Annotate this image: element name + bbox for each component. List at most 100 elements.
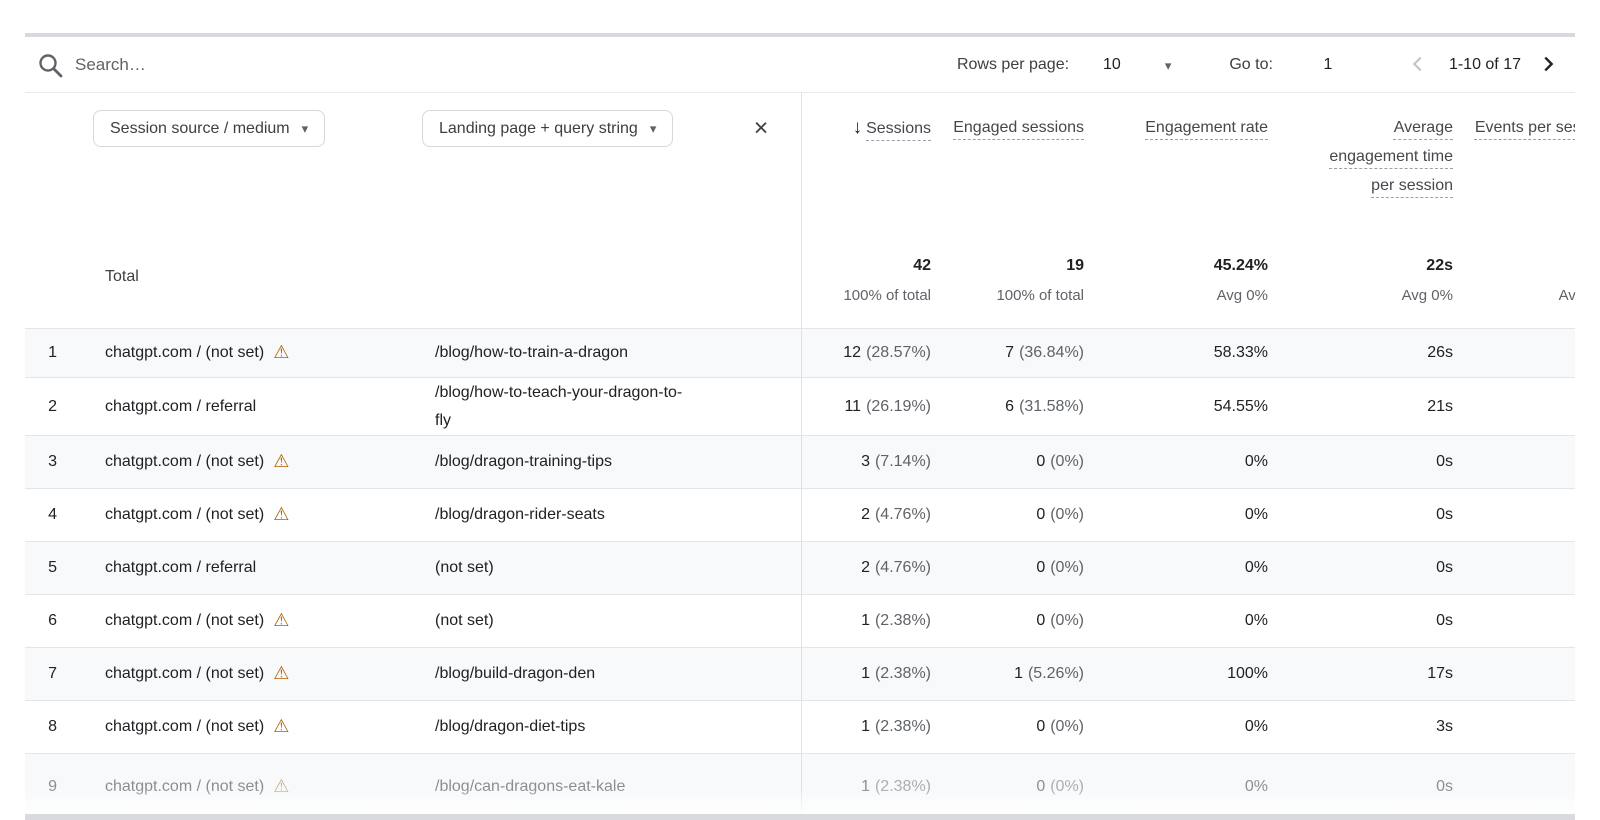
total-subtext: Avg 0% (1558, 287, 1575, 304)
session-source-value: chatgpt.com / (not set) (105, 778, 265, 795)
rows-per-page-caret-icon[interactable]: ▾ (1164, 57, 1172, 73)
landing-page-value: /blog/dragon-training-tips (435, 453, 612, 470)
session-source-value: chatgpt.com / (not set) (105, 453, 265, 470)
column-label: Average engagement time per session (1329, 119, 1453, 194)
table-row: 6 chatgpt.com / (not set) ⚠ (not set) 1(… (25, 594, 1575, 647)
session-source-cell: chatgpt.com / (not set) ⚠ (105, 436, 425, 488)
toolbar: Rows per page: 10 ▾ Go to: 1-10 of 17 (25, 37, 1575, 93)
engagement-rate-cell: 54.55% (1213, 397, 1268, 415)
session-source-value: chatgpt.com / (not set) (105, 506, 265, 523)
total-events-per-session: Avg 0% (1470, 251, 1575, 311)
total-subtext: 100% of total (843, 287, 931, 304)
dimension1-dropdown[interactable]: Session source / medium ▾ (93, 110, 326, 147)
sessions-cell: 1 (2.38%) (861, 778, 931, 795)
column-header-engaged-sessions[interactable]: Engaged sessions (944, 113, 1084, 142)
avg-engagement-time-cell: 26s (1427, 344, 1453, 361)
search-input[interactable] (75, 47, 695, 83)
total-label: Total (105, 268, 139, 285)
total-value: 45.24% (1213, 257, 1268, 274)
sessions-cell: 1 (2.38%) (861, 612, 931, 629)
prev-page-button[interactable] (1407, 53, 1429, 78)
landing-page-value: (not set) (435, 559, 494, 576)
session-source-cell: chatgpt.com / referral (105, 378, 425, 435)
row-number: 3 (48, 453, 57, 470)
avg-engagement-time-cell: 0s (1436, 453, 1453, 470)
row-number: 5 (48, 559, 57, 576)
close-icon: × (753, 114, 769, 142)
column-label: Events per session (1474, 119, 1575, 136)
landing-page-value: /blog/can-dragons-eat-kale (435, 778, 626, 795)
total-subtext: 100% of total (996, 287, 1084, 304)
session-source-cell: chatgpt.com / (not set) ⚠ (105, 489, 425, 541)
total-avg-time: 22s Avg 0% (1313, 251, 1453, 311)
engagement-rate-cell: 0% (1244, 612, 1268, 629)
dimension2-dropdown[interactable]: Landing page + query string ▾ (422, 110, 674, 147)
warning-icon: ⚠ (273, 663, 290, 684)
total-engaged: 19 100% of total (944, 251, 1084, 311)
engagement-rate-cell: 0% (1244, 559, 1268, 576)
rows-per-page-value[interactable]: 10 (1103, 56, 1121, 73)
table-row: 3 chatgpt.com / (not set) ⚠ /blog/dragon… (25, 435, 1575, 488)
session-source-cell: chatgpt.com / (not set) ⚠ (105, 648, 425, 700)
engaged-sessions-cell: 7 (36.84%) (1005, 344, 1084, 361)
dropdown-caret-icon: ▾ (301, 121, 309, 136)
session-source-value: chatgpt.com / referral (105, 397, 257, 415)
engaged-sessions-cell: 0 (0%) (1036, 506, 1084, 523)
row-number: 2 (48, 397, 57, 415)
landing-page-value: /blog/how-to-teach-your-dragon-to-fly (435, 383, 683, 429)
table-row: 7 chatgpt.com / (not set) ⚠ /blog/build-… (25, 647, 1575, 700)
table-body: 1 chatgpt.com / (not set) ⚠ /blog/how-to… (25, 328, 1575, 820)
total-subtext: Avg 0% (1216, 287, 1268, 304)
sort-desc-icon: ↓ (852, 117, 863, 138)
row-number: 1 (48, 344, 57, 361)
goto-input[interactable] (1312, 56, 1343, 74)
total-value: 19 (1066, 257, 1084, 274)
sessions-cell: 2 (4.76%) (861, 506, 931, 523)
table-row: 1 chatgpt.com / (not set) ⚠ /blog/how-to… (25, 328, 1575, 377)
table-card: Rows per page: 10 ▾ Go to: 1-10 of 17 (25, 33, 1575, 820)
landing-page-cell: /blog/build-dragon-den (435, 648, 697, 700)
warning-icon: ⚠ (273, 342, 290, 363)
table-row: 9 chatgpt.com / (not set) ⚠ /blog/can-dr… (25, 753, 1575, 820)
sessions-cell: 3 (7.14%) (861, 453, 931, 470)
column-header-avg-engagement-time[interactable]: Average engagement time per session (1313, 113, 1453, 200)
engagement-rate-cell: 0% (1244, 718, 1268, 735)
range-label: 1-10 of 17 (1448, 56, 1521, 73)
column-label: Sessions (866, 120, 931, 137)
rows-per-page-label: Rows per page: (956, 56, 1070, 73)
row-number: 9 (48, 778, 57, 795)
landing-page-cell: /blog/can-dragons-eat-kale (435, 754, 697, 820)
table-row: 5 chatgpt.com / referral (not set) 2 (4.7… (25, 541, 1575, 594)
column-header-sessions[interactable]: ↓ Sessions (801, 113, 931, 143)
total-subtext: Avg 0% (1401, 287, 1453, 304)
next-page-button[interactable] (1537, 53, 1559, 78)
session-source-value: chatgpt.com / (not set) (105, 718, 265, 735)
column-header-events-per-session[interactable]: Events per session (1470, 113, 1575, 142)
total-rate: 45.24% Avg 0% (1128, 251, 1268, 311)
avg-engagement-time-cell: 0s (1436, 612, 1453, 629)
engaged-sessions-cell: 6 (31.58%) (1005, 397, 1084, 415)
engagement-rate-cell: 58.33% (1213, 344, 1268, 361)
engagement-rate-cell: 100% (1227, 665, 1268, 682)
landing-page-value: (not set) (435, 612, 494, 629)
warning-icon: ⚠ (273, 451, 290, 472)
engaged-sessions-cell: 1 (5.26%) (1014, 665, 1084, 682)
row-number: 7 (48, 665, 57, 682)
warning-icon: ⚠ (273, 776, 290, 797)
landing-page-value: /blog/build-dragon-den (435, 665, 596, 682)
sessions-cell: 2 (4.76%) (861, 559, 931, 576)
session-source-value: chatgpt.com / (not set) (105, 665, 265, 682)
table-row: 4 chatgpt.com / (not set) ⚠ /blog/dragon… (25, 488, 1575, 541)
engaged-sessions-cell: 0 (0%) (1036, 559, 1084, 576)
column-header-engagement-rate[interactable]: Engagement rate (1128, 113, 1268, 142)
landing-page-cell: /blog/dragon-diet-tips (435, 701, 697, 753)
session-source-cell: chatgpt.com / (not set) ⚠ (105, 595, 425, 647)
avg-engagement-time-cell: 0s (1436, 559, 1453, 576)
warning-icon: ⚠ (273, 504, 290, 525)
bottom-edge (25, 814, 1575, 820)
landing-page-value: /blog/dragon-rider-seats (435, 506, 605, 523)
pagination-controls: Rows per page: 10 ▾ Go to: 1-10 of 17 (957, 37, 1559, 93)
card-top-edge (25, 33, 1575, 37)
clear-dimension-button[interactable]: × (746, 113, 776, 143)
total-sessions: 42 100% of total (801, 251, 931, 311)
